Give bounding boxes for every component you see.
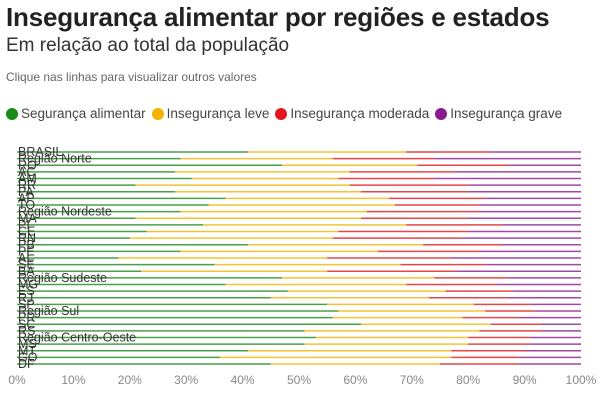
row-label: Região Centro-Oeste [18,331,136,345]
chart-subtitle: Em relação ao total da população [6,35,290,56]
row-label: MA [18,211,37,225]
x-tick-label: 20% [118,373,142,387]
row-label: RR [18,178,36,192]
x-tick-label: 10% [61,373,85,387]
row-label: SE [18,258,35,272]
row-label: RJ [18,291,33,305]
x-tick-label: 50% [287,373,311,387]
x-tick-label: 70% [400,373,424,387]
legend-label: Insegurança moderada [290,106,430,121]
row-label: MT [18,344,36,358]
row-label: BA [18,264,35,278]
row-label: Região Sul [18,304,79,318]
row-label: Região Norte [18,152,92,166]
row-label: Região Nordeste [18,205,112,219]
legend-item-grave[interactable]: Insegurança grave [435,106,562,121]
chart-title: Insegurança alimentar por regiões e esta… [6,2,550,32]
row-label: RO [18,158,37,172]
legend-swatch-moderada [275,107,288,120]
x-tick-label: 0% [8,373,26,387]
row-label: Região Sudeste [18,271,107,285]
x-tick-label: 90% [513,373,537,387]
row-label: AC [18,165,35,179]
row-label: TO [18,198,35,212]
row-label: SP [18,297,35,311]
instruction-note: Clique nas linhas para visualizar outros… [6,70,257,84]
row-label: PA [18,185,34,199]
legend-swatch-grave [435,107,448,120]
row-label: AP [18,191,35,205]
row-label: PE [18,244,35,258]
row-label: PI [18,218,30,232]
row-label: RN [18,231,36,245]
legend-swatch-leve [151,107,164,120]
row-label: CE [18,225,35,239]
x-tick-label: 100% [566,373,597,387]
row-label: AM [18,172,37,186]
row-label: ES [18,284,35,298]
legend-item-leve[interactable]: Insegurança leve [151,106,270,121]
row-label: PR [18,311,35,325]
legend-label: Segurança alimentar [21,106,146,121]
row-label: RS [18,324,35,338]
row-label: DF [18,357,35,371]
legend-item-moderada[interactable]: Insegurança moderada [275,106,429,121]
row-label: SC [18,317,35,331]
row-label: BRASIL [18,145,63,159]
legend-item-seguranca[interactable]: Segurança alimentar [6,106,146,121]
legend-label: Insegurança leve [166,106,270,121]
legend: Segurança alimentar Insegurança leve Ins… [6,106,562,121]
row-label: AL [18,251,33,265]
row-label: PB [18,238,35,252]
row-label: MG [18,278,38,292]
x-tick-label: 60% [343,373,367,387]
legend-label: Insegurança grave [450,106,563,121]
x-tick-label: 80% [456,373,480,387]
row-label: MS [18,337,37,351]
legend-swatch-seguranca [6,107,18,120]
row-label: GO [18,350,38,364]
x-tick-label: 30% [174,373,198,387]
x-tick-label: 40% [231,373,255,387]
